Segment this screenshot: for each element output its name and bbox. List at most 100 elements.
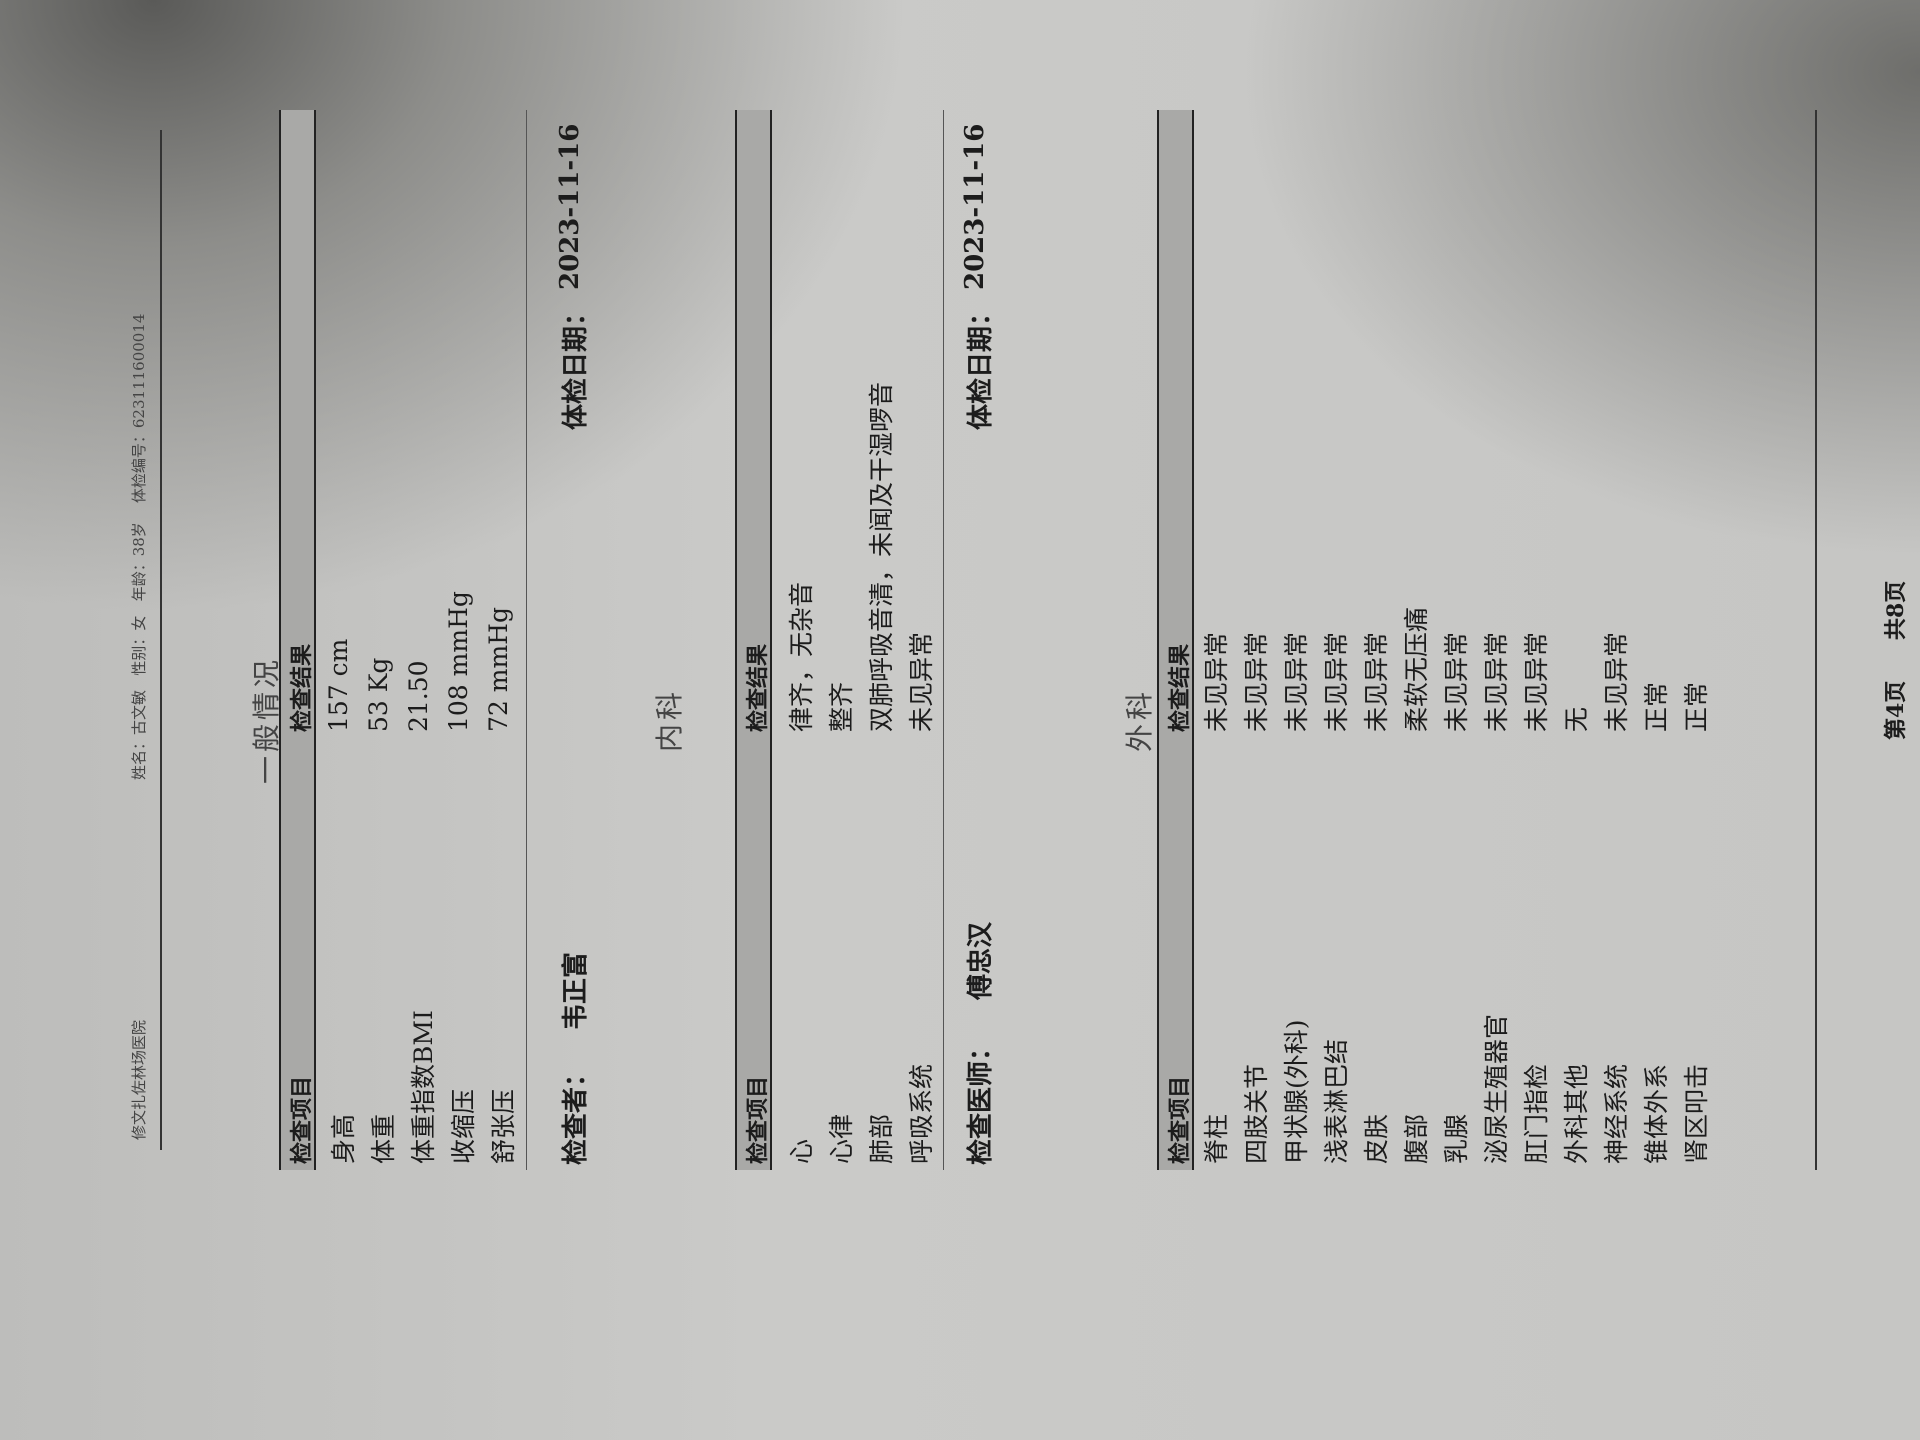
table-row: 锥体外系 正常 [1633, 110, 1673, 1170]
table-row: 身高 157 cm [320, 110, 360, 1170]
section-divider [943, 110, 944, 1170]
item-cell: 呼吸系统 [907, 1063, 936, 1164]
table-row: 神经系统 未见异常 [1593, 110, 1633, 1170]
result-cell: 53 Kg [364, 657, 393, 732]
result-cell: 正常 [1642, 681, 1671, 732]
result-cell: 正常 [1682, 681, 1711, 732]
table-row: 四肢关节 未见异常 [1233, 110, 1273, 1170]
table-header: 检查项目 检查结果 [279, 110, 316, 1170]
item-cell: 肛门指检 [1522, 1063, 1551, 1164]
page-total: 共8页 [1883, 580, 1909, 640]
result-cell: 未见异常 [1482, 631, 1511, 732]
sex-label: 性别： [130, 630, 148, 676]
table-row: 泌尿生殖器官 未见异常 [1473, 110, 1513, 1170]
table-row: 呼吸系统 未见异常 [898, 110, 938, 1170]
exam-date: 2023-11-16 [960, 123, 990, 290]
name-label: 姓名： [130, 734, 148, 780]
table-header: 检查项目 检查结果 [1157, 110, 1194, 1170]
table-row: 浅表淋巴结 未见异常 [1313, 110, 1353, 1170]
patient-age: 38岁 [130, 522, 148, 557]
exam-date-label: 体检日期： [561, 299, 591, 430]
column-header-result: 检查结果 [745, 643, 771, 732]
result-cell: 未见异常 [1282, 631, 1311, 732]
table-row: 甲状腺(外科) 未见异常 [1273, 110, 1313, 1170]
item-cell: 心律 [827, 1113, 856, 1164]
item-cell: 乳腺 [1442, 1113, 1471, 1164]
result-cell: 柔软无压痛 [1402, 606, 1431, 732]
exam-date-label: 体检日期： [966, 299, 996, 430]
item-cell: 肺部 [867, 1113, 896, 1164]
item-cell: 心 [787, 1138, 816, 1164]
item-cell: 四肢关节 [1242, 1063, 1271, 1164]
patient-name: 古文敏 [130, 689, 148, 735]
table-row: 心律 整齐 [818, 110, 858, 1170]
item-cell: 舒张压 [489, 1088, 518, 1164]
result-cell: 未见异常 [1442, 631, 1471, 732]
column-header-item: 检查项目 [289, 1075, 315, 1164]
result-cell: 未见异常 [1602, 631, 1631, 732]
item-cell: 体重指数BMI [409, 1010, 438, 1164]
column-header-result: 检查结果 [1167, 643, 1193, 732]
result-cell: 未见异常 [1362, 631, 1391, 732]
item-cell: 甲状腺(外科) [1282, 1019, 1311, 1164]
item-cell: 体重 [369, 1113, 398, 1164]
result-cell: 72 mmHg [484, 607, 513, 732]
result-cell: 律齐，无杂音 [787, 581, 816, 732]
table-row: 体重 53 Kg [360, 110, 400, 1170]
section-title: 内科 [653, 688, 686, 753]
result-cell: 21.50 [404, 660, 433, 732]
section-divider [526, 110, 527, 1170]
item-cell: 腹部 [1402, 1113, 1431, 1164]
signer-name: 傅忠汉 [966, 921, 996, 1000]
table-row: 肾区叩击 正常 [1673, 110, 1713, 1170]
result-cell: 双肺呼吸音清，未闻及干湿啰音 [867, 381, 896, 732]
table-row: 腹部 柔软无压痛 [1393, 110, 1433, 1170]
column-header-item: 检查项目 [1167, 1075, 1193, 1164]
result-cell: 108 mmHg [444, 591, 473, 732]
result-cell: 未见异常 [1522, 631, 1551, 732]
item-cell: 神经系统 [1602, 1063, 1631, 1164]
column-header-item: 检查项目 [745, 1075, 771, 1164]
signer-label: 检查者： [561, 1060, 591, 1165]
age-label: 年龄： [130, 556, 148, 602]
page-number: 第4页 [1883, 680, 1909, 740]
table-row: 乳腺 未见异常 [1433, 110, 1473, 1170]
result-cell: 157 cm [324, 638, 353, 732]
hospital-name: 修文扎佐林场医院 [130, 1019, 148, 1140]
footer-rule [1815, 110, 1817, 1170]
table-row: 肺部 双肺呼吸音清，未闻及干湿啰音 [858, 110, 898, 1170]
item-cell: 锥体外系 [1642, 1063, 1671, 1164]
patient-info: 姓名：古文敏 性别：女 年龄：38岁 体检编号：623111600014 [128, 314, 149, 780]
section-title: 外科 [1123, 688, 1156, 753]
result-cell: 整齐 [827, 681, 856, 732]
header-rule [160, 130, 162, 1150]
item-cell: 肾区叩击 [1682, 1063, 1711, 1164]
signer-label: 检查医师： [966, 1034, 996, 1165]
result-cell: 无 [1562, 706, 1591, 732]
table-row: 收缩压 108 mmHg [440, 110, 480, 1170]
table-row: 外科其他无 [1553, 110, 1593, 1170]
item-cell: 外科其他 [1562, 1063, 1591, 1164]
table-row: 肛门指检 未见异常 [1513, 110, 1553, 1170]
item-cell: 皮肤 [1362, 1113, 1391, 1164]
result-cell: 未见异常 [907, 631, 936, 732]
table-row: 心 律齐，无杂音 [778, 110, 818, 1170]
result-cell: 未见异常 [1202, 631, 1231, 732]
item-cell: 浅表淋巴结 [1322, 1038, 1351, 1164]
item-cell: 收缩压 [449, 1088, 478, 1164]
table-row: 舒张压 72 mmHg [480, 110, 520, 1170]
table-row: 皮肤 未见异常 [1353, 110, 1393, 1170]
patient-sex: 女 [130, 615, 148, 631]
table-header: 检查项目 检查结果 [735, 110, 772, 1170]
table-row: 体重指数BMI 21.50 [400, 110, 440, 1170]
id-label: 体检编号： [130, 428, 148, 504]
result-cell: 未见异常 [1242, 631, 1271, 732]
signer-name: 韦正富 [561, 951, 591, 1030]
column-header-result: 检查结果 [289, 643, 315, 732]
exam-date: 2023-11-16 [555, 123, 585, 290]
result-cell: 未见异常 [1322, 631, 1351, 732]
item-cell: 脊柱 [1202, 1113, 1231, 1164]
table-row: 脊柱 未见异常 [1193, 110, 1233, 1170]
item-cell: 泌尿生殖器官 [1482, 1013, 1511, 1164]
